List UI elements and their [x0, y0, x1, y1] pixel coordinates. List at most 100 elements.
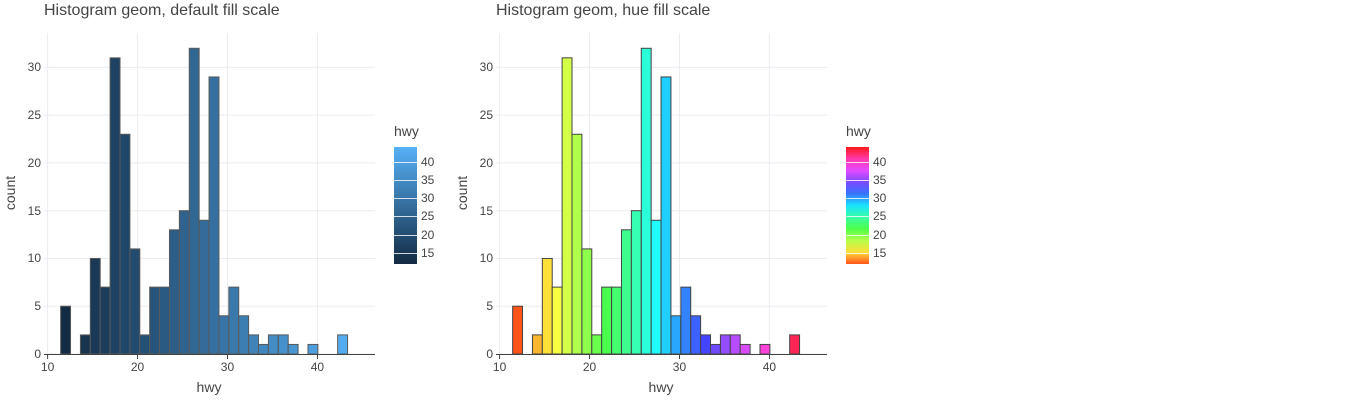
histogram-bar	[611, 286, 622, 355]
colorbar-tick-label: 25	[421, 209, 435, 224]
histogram-bar	[710, 343, 721, 355]
y-tick-label: 30	[479, 60, 493, 75]
histogram-bar	[670, 315, 682, 355]
histogram-bar	[287, 343, 299, 355]
chart-title: Histogram geom, default fill scale	[44, 2, 280, 19]
colorbar-tick-mark	[394, 253, 417, 255]
histogram-bar	[267, 334, 279, 355]
histogram-bar	[581, 248, 593, 355]
y-tick-label: 15	[27, 203, 41, 218]
histogram-bar	[218, 315, 230, 355]
y-tick-label: 25	[27, 108, 41, 123]
histogram-bar	[149, 286, 161, 355]
colorbar-tick-label: 25	[873, 209, 887, 224]
y-tick-label: 20	[27, 155, 41, 170]
colorbar-tick-label: 40	[421, 154, 435, 169]
x-tick-label: 30	[672, 360, 687, 374]
y-tick-label: 0	[34, 347, 41, 361]
histogram-bar	[277, 334, 289, 355]
histogram-bar	[60, 305, 72, 355]
chart-panel-hue-fill: Histogram geom, hue fill scale count hwy…	[452, 0, 904, 400]
histogram-bar	[719, 334, 731, 355]
x-tick-label: 40	[762, 360, 777, 374]
chart-canvas	[44, 33, 375, 359]
y-tick-label: 20	[479, 155, 493, 170]
histogram-bar	[337, 334, 349, 355]
y-tick-label: 25	[479, 108, 493, 123]
histogram-bar	[198, 219, 210, 355]
legend-title: hwy	[394, 123, 419, 139]
colorbar-tick-label: 20	[421, 227, 435, 242]
colorbar-tick-mark	[394, 161, 417, 163]
histogram-bar	[650, 219, 662, 355]
colorbar-tick-label: 15	[421, 246, 435, 261]
colorbar-tick-label: 40	[873, 154, 887, 169]
colorbar	[394, 147, 417, 264]
x-tick-label: 20	[582, 360, 597, 374]
colorbar-tick-label: 15	[873, 246, 887, 261]
chart-title: Histogram geom, hue fill scale	[496, 2, 711, 19]
x-tick-label: 10	[492, 360, 507, 374]
chart-canvas	[496, 33, 827, 359]
histogram-bar	[168, 229, 180, 355]
colorbar-tick-mark	[846, 216, 869, 218]
y-tick-label: 5	[34, 299, 41, 314]
y-tick-label: 5	[486, 299, 493, 314]
histogram-bar	[551, 286, 563, 355]
histogram-bar	[119, 133, 131, 355]
x-axis-label: hwy	[196, 379, 222, 395]
colorbar-tick-mark	[394, 216, 417, 218]
y-tick-label: 10	[27, 251, 41, 266]
histogram-bar	[129, 248, 141, 355]
colorbar-tick-mark	[394, 234, 417, 236]
histogram-bar	[89, 257, 101, 355]
histogram-bar	[541, 257, 553, 355]
colorbar-tick-label: 30	[421, 191, 435, 206]
histogram-bar	[690, 315, 702, 355]
colorbar-tick-mark	[846, 161, 869, 163]
histogram-bar	[79, 334, 91, 355]
histogram-bar	[729, 334, 741, 355]
y-axis-label: count	[454, 175, 470, 211]
colorbar-tick-mark	[846, 179, 869, 181]
colorbar-tick-mark	[846, 198, 869, 200]
histogram-bar	[739, 343, 751, 355]
y-tick-label: 0	[486, 347, 493, 361]
histogram-bar	[531, 334, 543, 355]
x-tick-label: 40	[310, 360, 325, 374]
colorbar-tick-label: 30	[873, 191, 887, 206]
histogram-bar	[238, 315, 250, 355]
colorbar-tick-label: 35	[421, 172, 435, 187]
histogram-bar	[178, 210, 190, 355]
histogram-bar	[307, 343, 319, 355]
x-tick-label: 20	[130, 360, 145, 374]
y-tick-label: 10	[479, 251, 493, 266]
histogram-bar	[601, 286, 613, 355]
histogram-bar	[139, 334, 151, 355]
y-tick-label: 30	[27, 60, 41, 75]
histogram-bar	[571, 133, 583, 355]
x-tick-label: 30	[220, 360, 235, 374]
colorbar-tick-label: 35	[873, 172, 887, 187]
colorbar-tick-mark	[846, 234, 869, 236]
x-tick-label: 10	[40, 360, 55, 374]
histogram-bar	[700, 334, 712, 355]
histogram-bar	[680, 286, 692, 355]
histogram-bar	[228, 286, 240, 355]
histogram-bar	[258, 343, 269, 355]
histogram-bar	[759, 343, 771, 355]
histogram-bar	[99, 286, 111, 355]
histogram-bar	[591, 334, 603, 355]
chart-panel-default-fill: Histogram geom, default fill scale count…	[0, 0, 452, 400]
legend-title: hwy	[846, 123, 871, 139]
colorbar-tick-label: 20	[873, 227, 887, 242]
colorbar	[846, 147, 869, 264]
histogram-bar	[248, 334, 260, 355]
histogram-bar	[109, 57, 121, 355]
histogram-bar	[561, 57, 573, 355]
histogram-bar	[620, 229, 632, 355]
y-axis-label: count	[2, 175, 18, 211]
histogram-bar	[188, 47, 200, 355]
colorbar-tick-mark	[394, 198, 417, 200]
